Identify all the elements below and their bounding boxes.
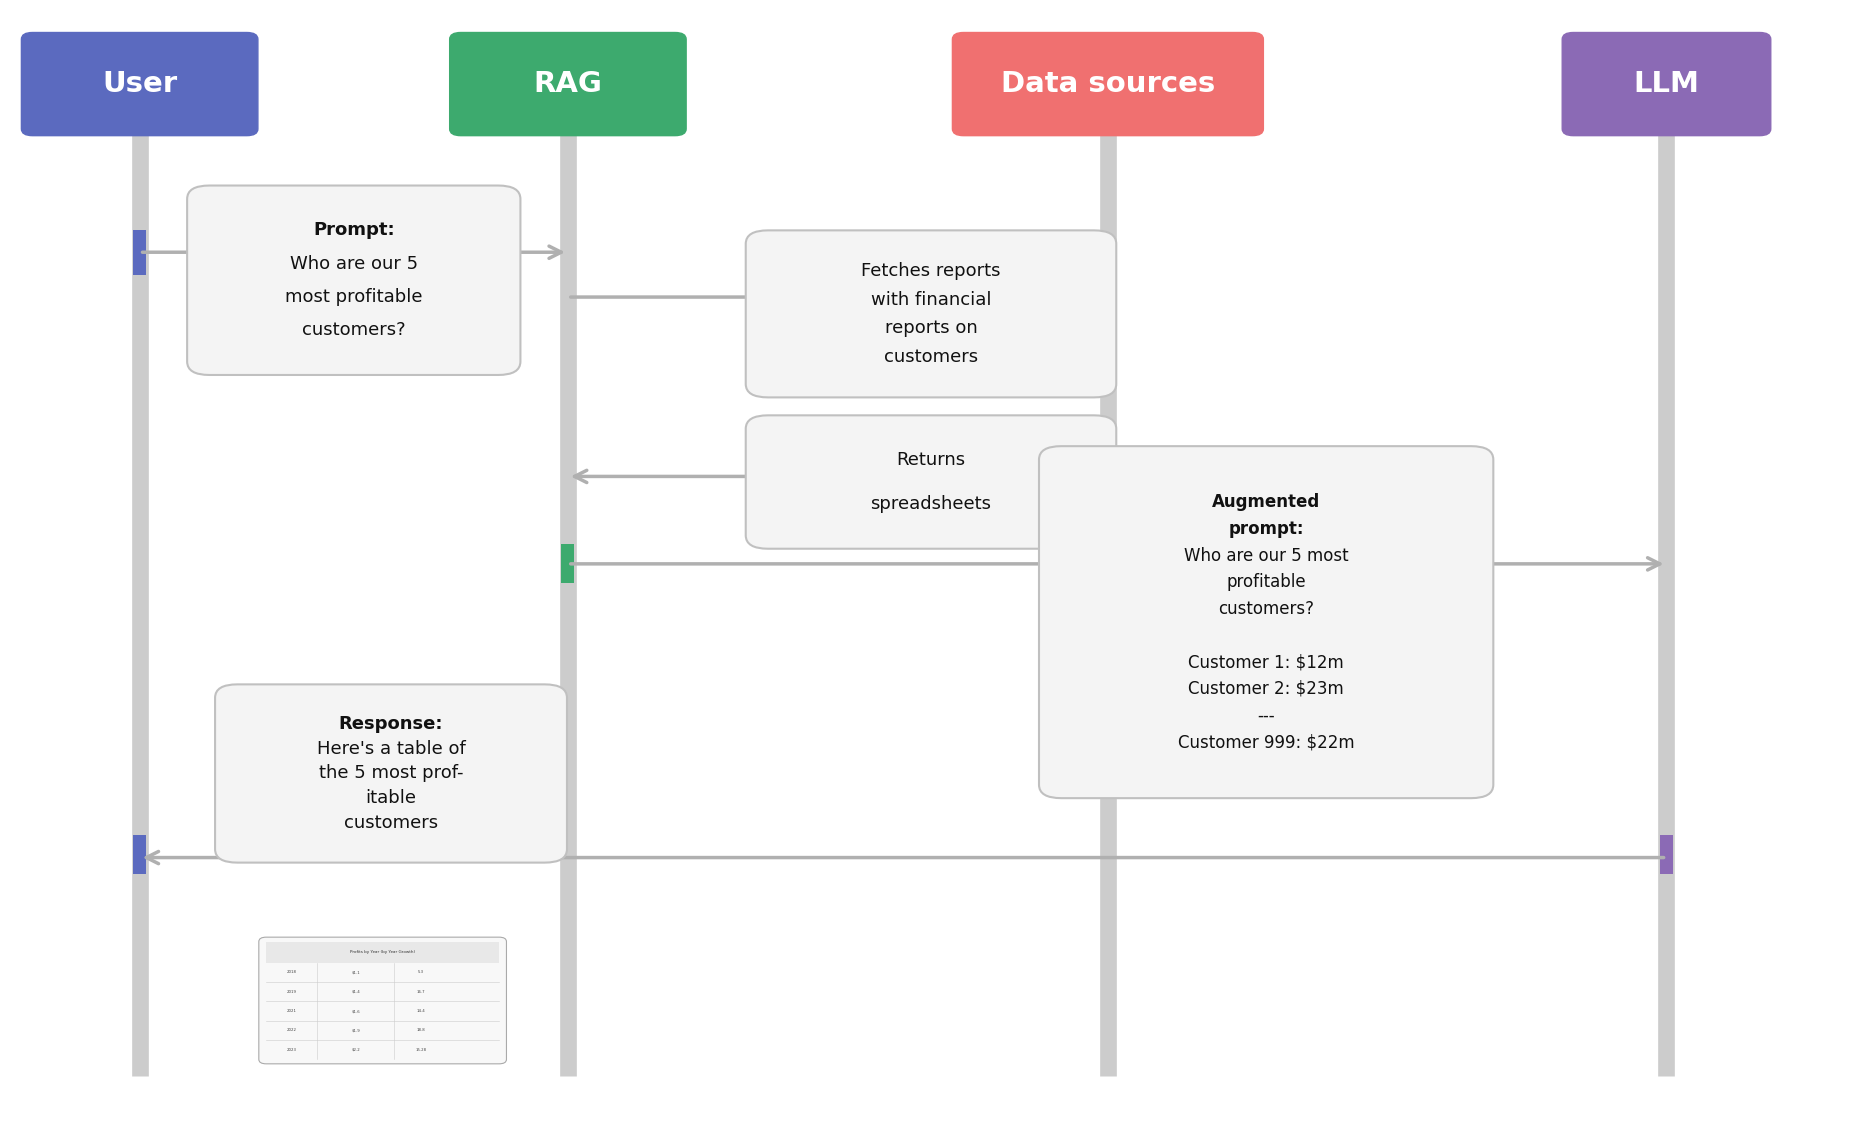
Text: Customer 2: $23m: Customer 2: $23m: [1188, 679, 1344, 697]
Text: User: User: [102, 71, 177, 98]
Text: $2.2: $2.2: [352, 1048, 359, 1051]
Text: the 5 most prof-: the 5 most prof-: [318, 765, 464, 782]
Text: Returns: Returns: [896, 451, 966, 470]
Text: 2019: 2019: [287, 990, 296, 994]
Text: Prompt:: Prompt:: [313, 221, 395, 239]
FancyBboxPatch shape: [745, 416, 1115, 549]
FancyBboxPatch shape: [216, 684, 566, 863]
FancyBboxPatch shape: [186, 185, 519, 374]
Text: reports on: reports on: [884, 319, 978, 337]
Text: Profits by Year (by Year Growth): Profits by Year (by Year Growth): [350, 951, 415, 954]
Text: 14.4: 14.4: [417, 1009, 425, 1013]
Text: $1.1: $1.1: [352, 971, 359, 974]
FancyBboxPatch shape: [259, 937, 506, 1064]
FancyBboxPatch shape: [134, 835, 145, 874]
FancyBboxPatch shape: [1102, 275, 1113, 314]
FancyBboxPatch shape: [20, 33, 257, 136]
Text: customers: customers: [344, 814, 438, 832]
Text: 16.7: 16.7: [417, 990, 425, 994]
FancyBboxPatch shape: [1661, 835, 1672, 874]
Text: Customer 1: $12m: Customer 1: $12m: [1188, 654, 1344, 671]
Text: LLM: LLM: [1633, 71, 1700, 98]
Text: Here's a table of: Here's a table of: [317, 740, 466, 758]
Text: prompt:: prompt:: [1229, 520, 1303, 538]
FancyBboxPatch shape: [266, 942, 499, 963]
Text: customers: customers: [884, 348, 978, 365]
Text: Augmented: Augmented: [1212, 493, 1320, 511]
Text: 15.28: 15.28: [415, 1048, 426, 1051]
FancyBboxPatch shape: [1562, 33, 1771, 136]
Text: profitable: profitable: [1227, 573, 1305, 591]
Text: customers?: customers?: [1218, 600, 1315, 618]
Text: 2022: 2022: [287, 1028, 296, 1032]
Text: 2023: 2023: [287, 1048, 296, 1051]
Text: 2021: 2021: [287, 1009, 296, 1013]
Text: RAG: RAG: [534, 71, 601, 98]
Text: Fetches reports: Fetches reports: [862, 262, 1000, 280]
Text: $1.6: $1.6: [352, 1009, 359, 1013]
FancyBboxPatch shape: [1039, 446, 1493, 798]
Text: ---: ---: [1257, 706, 1275, 724]
FancyBboxPatch shape: [134, 230, 145, 275]
Text: 5.3: 5.3: [417, 971, 425, 974]
Text: Who are our 5 most: Who are our 5 most: [1184, 547, 1348, 565]
Text: customers?: customers?: [302, 322, 406, 340]
Text: itable: itable: [365, 789, 417, 807]
Text: with financial: with financial: [871, 290, 991, 308]
FancyBboxPatch shape: [451, 33, 685, 136]
Text: $1.4: $1.4: [352, 990, 359, 994]
FancyBboxPatch shape: [951, 33, 1262, 136]
FancyBboxPatch shape: [562, 544, 573, 583]
Text: Response:: Response:: [339, 715, 443, 733]
Text: spreadsheets: spreadsheets: [871, 494, 991, 513]
Text: $1.9: $1.9: [352, 1028, 359, 1032]
Text: Data sources: Data sources: [1000, 71, 1216, 98]
FancyBboxPatch shape: [1102, 454, 1113, 493]
Text: Customer 999: $22m: Customer 999: $22m: [1179, 733, 1354, 751]
Text: 18.8: 18.8: [417, 1028, 425, 1032]
Text: 2018: 2018: [287, 971, 296, 974]
FancyBboxPatch shape: [745, 231, 1115, 397]
Text: most profitable: most profitable: [285, 288, 423, 306]
Text: Who are our 5: Who are our 5: [290, 254, 417, 272]
